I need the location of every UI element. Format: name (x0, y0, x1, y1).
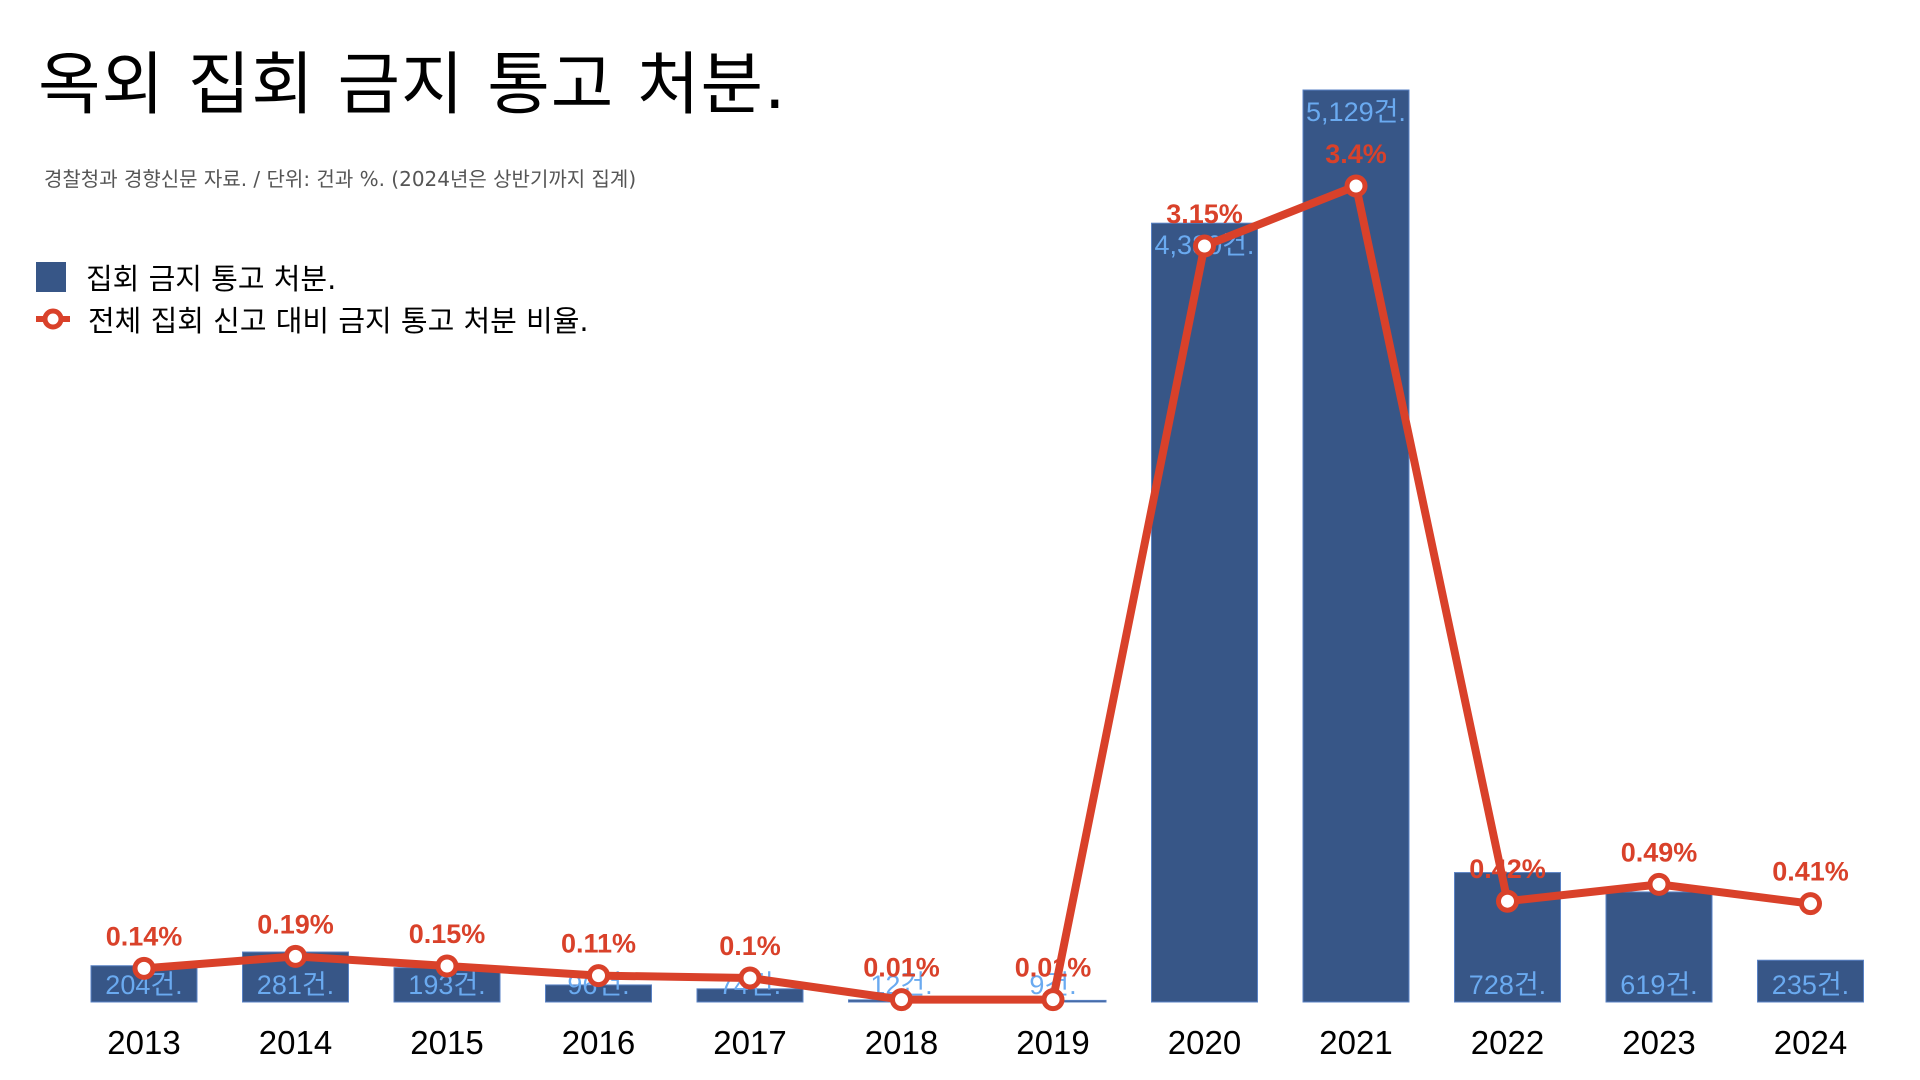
bar-value-label-2024: 235건. (1772, 970, 1849, 1000)
chart-title: 옥외 집회 금지 통고 처분. (38, 46, 787, 125)
ratio-point-2014 (284, 944, 307, 968)
ratio-value-label-2013: 0.14% (106, 921, 183, 951)
ratio-point-2015 (435, 954, 459, 978)
ratio-line (140, 182, 1815, 1004)
ratio-point-2018 (890, 988, 913, 1012)
chart-subtitle: 경찰청과 경향신문 자료. / 단위: 건과 %. (2024년은 상반기까지 … (44, 167, 637, 191)
legend-item-line: 전체 집회 신고 대비 금지 통고 처분 비율. (36, 298, 589, 340)
x-tick-label-2024: 2024 (1774, 1024, 1847, 1061)
x-tick-label-2019: 2019 (1016, 1024, 1089, 1061)
bar-2024 (1757, 959, 1864, 1003)
ratio-value-label-2021: 3.4% (1325, 139, 1387, 169)
x-tick-label-2020: 2020 (1168, 1024, 1241, 1061)
ratio-point-2022 (1496, 889, 1519, 913)
legend-line-label: 전체 집회 신고 대비 금지 통고 처분 비율. (88, 304, 589, 338)
legend-bar-swatch-icon (36, 262, 66, 292)
ratio-value-label-2019: 0.01% (1015, 953, 1092, 983)
legend-line-swatch-icon (36, 308, 70, 330)
x-tick-label-2018: 2018 (865, 1024, 938, 1061)
ratio-point-2013 (132, 956, 156, 980)
ratio-value-label-2017: 0.1% (719, 931, 781, 961)
ratio-point-2016 (587, 964, 610, 988)
ratio-point-2019 (1041, 988, 1065, 1012)
ratio-point-2024 (1799, 892, 1822, 916)
ratio-point-2017 (738, 966, 762, 990)
ratio-value-label-2022: 0.42% (1469, 854, 1546, 884)
x-tick-label-2022: 2022 (1471, 1024, 1544, 1061)
bar-value-label-2023: 619건. (1620, 970, 1697, 1000)
ratio-value-label-2023: 0.49% (1621, 837, 1698, 867)
ratio-value-label-2018: 0.01% (863, 953, 940, 983)
bar-2020 (1151, 222, 1258, 1003)
ratio-value-label-2014: 0.19% (257, 909, 334, 939)
x-tick-label-2015: 2015 (410, 1024, 483, 1061)
ratio-value-label-2020: 3.15% (1166, 199, 1243, 229)
ratio-value-label-2024: 0.41% (1772, 857, 1849, 887)
x-tick-label-2013: 2013 (107, 1024, 180, 1061)
bar-value-label-2021: 5,129건. (1306, 97, 1406, 127)
ratio-value-label-2016: 0.11% (561, 929, 636, 959)
x-tick-label-2016: 2016 (562, 1024, 635, 1061)
bar-value-label-2014: 281건. (257, 970, 334, 1000)
x-tick-label-2023: 2023 (1622, 1024, 1695, 1061)
legend-item-bar: 집회 금지 통고 처분. (36, 256, 589, 298)
bar-2023 (1605, 891, 1713, 1003)
ratio-point-2021 (1344, 174, 1368, 198)
bar-value-label-2022: 728건. (1469, 970, 1546, 1000)
ratio-point-2020 (1193, 234, 1216, 258)
x-tick-label-2014: 2014 (259, 1024, 332, 1061)
x-tick-label-2021: 2021 (1319, 1024, 1392, 1061)
ratio-value-label-2015: 0.15% (409, 919, 486, 949)
legend-bar-label: 집회 금지 통고 처분. (86, 262, 337, 296)
ratio-point-2023 (1647, 872, 1671, 896)
legend: 집회 금지 통고 처분. 전체 집회 신고 대비 금지 통고 처분 비율. (36, 256, 589, 340)
bar-2021 (1302, 89, 1410, 1003)
x-tick-label-2017: 2017 (713, 1024, 786, 1061)
